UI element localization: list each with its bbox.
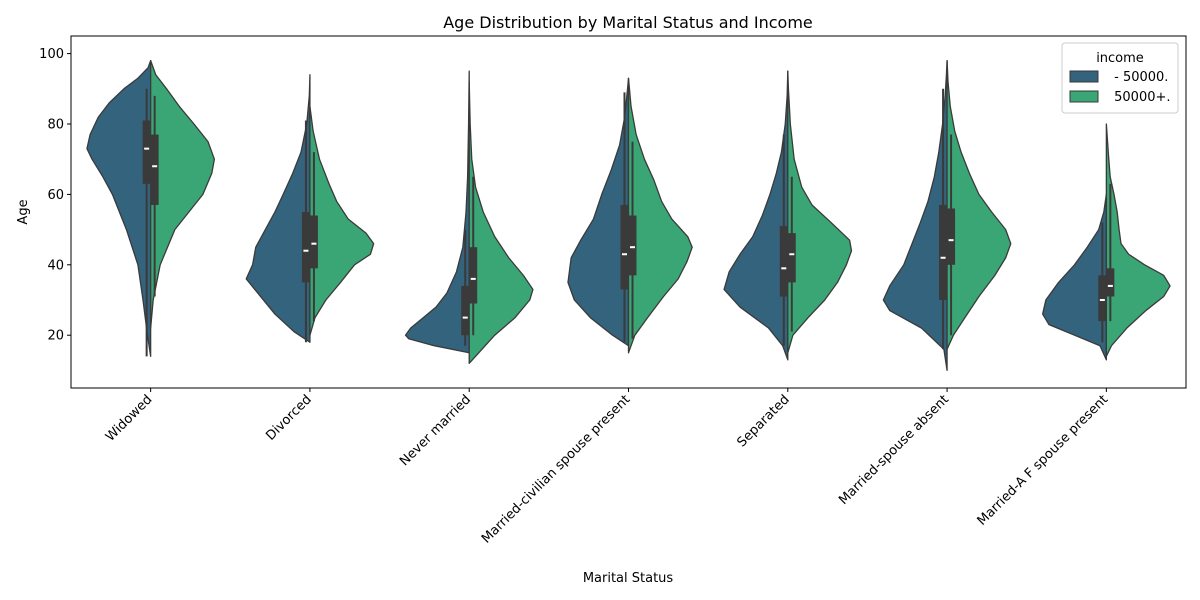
iqr-box-married-civilian-spouse-present	[628, 215, 637, 276]
legend-title: income	[1096, 51, 1144, 66]
legend: income - 50000. 50000+.	[1061, 42, 1179, 114]
violin-half-50000-separated	[787, 70, 853, 354]
violin-half-50000-married-a-f-spouse-present	[1041, 193, 1108, 361]
x-tick-label-widowed: Widowed	[103, 392, 156, 445]
violin-half-50000-never-married	[468, 81, 534, 365]
iqr-box-widowed	[150, 134, 159, 205]
iqr-box-married-spouse-absent	[947, 208, 956, 265]
violin-half-50000-widowed	[86, 59, 152, 357]
x-tick-label-married-civilian-spouse-present: Married-civilian spouse present	[479, 392, 633, 546]
x-tick-label-married-a-f-spouse-present: Married-A F spouse present	[975, 392, 1112, 529]
violin-half-50000-divorced	[309, 105, 375, 336]
iqr-box-divorced	[301, 212, 310, 283]
legend-label-low-income: - 50000.	[1110, 70, 1168, 85]
iqr-box-never-married	[461, 285, 470, 336]
legend-swatch-high-income	[1069, 90, 1099, 103]
iqr-box-divorced	[309, 215, 318, 269]
legend-label-high-income: 50000+.	[1110, 90, 1171, 105]
violin-half-50000-married-a-f-spouse-present	[1105, 123, 1171, 357]
y-tick-label: 40	[47, 258, 64, 273]
x-axis-title: Marital Status	[583, 571, 674, 586]
iqr-box-separated	[787, 233, 796, 283]
iqr-box-married-a-f-spouse-present	[1098, 275, 1107, 322]
y-axis-title: Age	[16, 199, 31, 224]
y-tick-label: 100	[39, 47, 64, 62]
violin-half-50000-married-spouse-absent	[946, 59, 1012, 350]
iqr-box-married-spouse-absent	[939, 204, 948, 300]
iqr-box-married-civilian-spouse-present	[620, 204, 629, 290]
y-axis: 20 40 60 80 100	[39, 47, 71, 344]
iqr-box-widowed	[142, 120, 151, 184]
x-tick-label-never-married: Never married	[397, 392, 474, 469]
x-tick-label-separated: Separated	[735, 392, 793, 450]
violin-half-50000-divorced	[245, 74, 311, 343]
chart-title: Age Distribution by Marital Status and I…	[443, 13, 813, 32]
x-tick-label-married-spouse-absent: Married-spouse absent	[836, 392, 952, 508]
iqr-box-separated	[779, 226, 788, 297]
violin-layer	[86, 59, 1171, 372]
y-tick-label: 60	[47, 188, 64, 203]
iqr-box-never-married	[469, 247, 478, 304]
violin-half-50000-married-spouse-absent	[882, 59, 948, 372]
x-tick-label-divorced: Divorced	[263, 392, 314, 443]
violin-half-50000-separated	[723, 70, 789, 361]
y-tick-label: 20	[47, 329, 64, 344]
violin-half-50000-never-married	[404, 70, 470, 354]
violin-half-50000-married-civilian-spouse-present	[627, 77, 693, 354]
violin-half-50000-widowed	[149, 59, 216, 329]
legend-swatch-low-income	[1069, 70, 1099, 83]
x-axis: Widowed Divorced Never married Married-civi…	[103, 388, 1111, 547]
violin-half-50000-married-civilian-spouse-present	[567, 77, 630, 347]
y-tick-label: 80	[47, 118, 64, 133]
iqr-box-married-a-f-spouse-present	[1106, 268, 1115, 297]
